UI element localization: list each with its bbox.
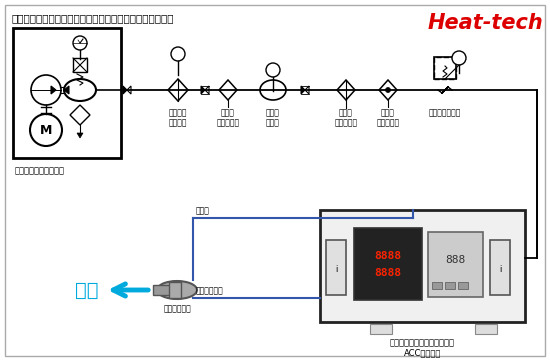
Text: エアー
タンク: エアー タンク xyxy=(266,108,280,127)
Bar xyxy=(73,58,87,72)
Circle shape xyxy=(31,75,61,105)
Polygon shape xyxy=(301,86,305,94)
Text: エアー
ドライヤー: エアー ドライヤー xyxy=(334,108,358,127)
Text: 熱電対: 熱電対 xyxy=(196,206,210,215)
Circle shape xyxy=(171,47,185,61)
Bar xyxy=(354,228,422,300)
Text: 冷風: 冷風 xyxy=(74,280,98,300)
Bar xyxy=(434,57,456,79)
Polygon shape xyxy=(123,86,127,94)
Polygon shape xyxy=(51,86,56,94)
Bar xyxy=(432,282,442,289)
Circle shape xyxy=(266,63,280,77)
Text: レギュレーター: レギュレーター xyxy=(429,108,461,117)
Text: 8888: 8888 xyxy=(375,268,402,278)
Polygon shape xyxy=(70,105,90,125)
Text: i: i xyxy=(499,265,501,274)
Text: アフター
クーラー: アフター クーラー xyxy=(169,108,187,127)
Circle shape xyxy=(73,36,87,50)
Text: エアーコンプレッサー: エアーコンプレッサー xyxy=(15,166,65,175)
Polygon shape xyxy=(77,133,83,138)
Polygon shape xyxy=(127,86,131,94)
Bar xyxy=(475,324,497,334)
Polygon shape xyxy=(201,86,205,94)
Circle shape xyxy=(452,51,466,65)
Bar xyxy=(428,232,483,297)
Bar xyxy=(169,282,181,298)
Bar xyxy=(320,210,525,322)
Polygon shape xyxy=(64,86,69,94)
Polygon shape xyxy=(305,86,309,94)
Bar xyxy=(326,240,346,295)
Ellipse shape xyxy=(157,281,197,299)
Polygon shape xyxy=(168,79,188,101)
Text: i: i xyxy=(335,265,337,274)
Bar xyxy=(370,324,392,334)
Polygon shape xyxy=(379,80,397,100)
Text: 冷風クーラーコントローラー: 冷風クーラーコントローラー xyxy=(390,338,455,347)
Circle shape xyxy=(30,114,62,146)
Ellipse shape xyxy=(260,80,286,100)
Text: 冷風クーラー: 冷風クーラー xyxy=(163,304,191,313)
Text: ミスト
セパレータ: ミスト セパレータ xyxy=(376,108,399,127)
Bar xyxy=(434,57,456,79)
Bar xyxy=(13,28,121,158)
Text: 8888: 8888 xyxy=(375,251,402,261)
Text: 888: 888 xyxy=(446,255,466,265)
Bar xyxy=(445,282,455,289)
Circle shape xyxy=(386,87,390,92)
Text: M: M xyxy=(40,123,52,136)
Polygon shape xyxy=(205,86,209,94)
Polygon shape xyxy=(337,80,355,100)
Bar xyxy=(458,282,468,289)
Text: Heat-tech: Heat-tech xyxy=(427,13,543,33)
Polygon shape xyxy=(219,80,237,100)
Text: ［エアーコンプレッサーから冷風クーラーまでの配管例］: ［エアーコンプレッサーから冷風クーラーまでの配管例］ xyxy=(11,13,173,23)
Bar xyxy=(153,285,175,295)
Text: 圧縮空気配管: 圧縮空気配管 xyxy=(196,286,224,295)
Bar xyxy=(490,240,510,295)
Text: ACCシリーズ: ACCシリーズ xyxy=(404,348,441,357)
Ellipse shape xyxy=(64,79,96,101)
Text: エアー
ドライヤー: エアー ドライヤー xyxy=(217,108,240,127)
